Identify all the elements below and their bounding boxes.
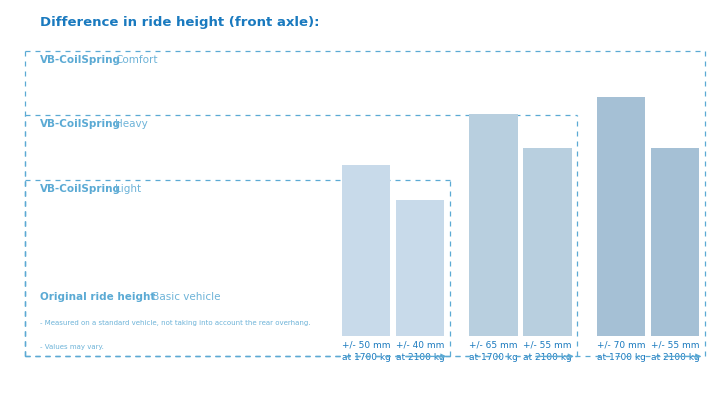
Text: Basic vehicle: Basic vehicle	[149, 292, 220, 302]
Text: VB-CoilSpring: VB-CoilSpring	[40, 55, 121, 65]
Text: +/- 65 mm
at 1700 kg: +/- 65 mm at 1700 kg	[469, 340, 518, 362]
Text: Light: Light	[115, 184, 141, 194]
Text: VB-CoilSpring: VB-CoilSpring	[40, 119, 121, 130]
Text: Heavy: Heavy	[115, 119, 148, 130]
Text: Comfort: Comfort	[115, 55, 158, 65]
Text: +/- 55 mm
at 2100 kg: +/- 55 mm at 2100 kg	[523, 340, 572, 362]
Text: +/- 40 mm
at 2100 kg: +/- 40 mm at 2100 kg	[396, 340, 444, 362]
Text: - Measured on a standard vehicle, not taking into account the rear overhang.: - Measured on a standard vehicle, not ta…	[40, 320, 310, 326]
Text: +/- 70 mm
at 1700 kg: +/- 70 mm at 1700 kg	[597, 340, 645, 362]
Text: Original ride height: Original ride height	[40, 292, 155, 302]
Text: Difference in ride height (front axle):: Difference in ride height (front axle):	[40, 16, 319, 29]
Text: +/- 50 mm
at 1700 kg: +/- 50 mm at 1700 kg	[342, 340, 390, 362]
Text: VB-CoilSpring: VB-CoilSpring	[40, 184, 121, 194]
Text: - Values may vary.: - Values may vary.	[40, 344, 104, 350]
Text: +/- 55 mm
at 2100 kg: +/- 55 mm at 2100 kg	[651, 340, 699, 362]
